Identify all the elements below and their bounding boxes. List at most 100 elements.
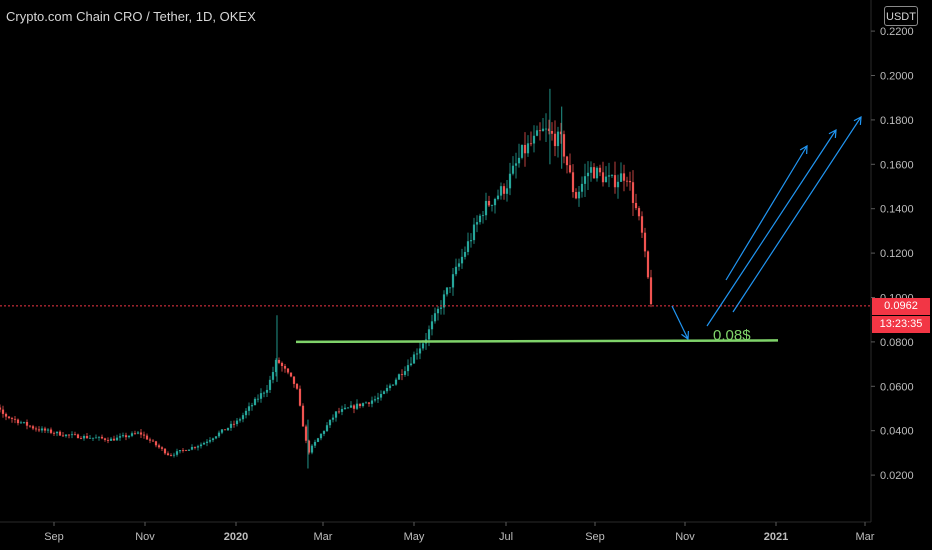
candlestick-series — [0, 88, 653, 469]
candle-body — [634, 202, 638, 209]
candle-body — [559, 131, 563, 135]
candle-body — [505, 188, 509, 194]
candle-body — [457, 263, 461, 267]
candle-body — [616, 181, 620, 188]
candle-body — [256, 398, 260, 400]
candle-body — [67, 434, 71, 436]
candle-body — [133, 433, 137, 435]
candle-body — [250, 405, 254, 407]
candle-body — [298, 388, 302, 406]
candle-body — [556, 131, 560, 147]
candle-body — [643, 232, 647, 252]
candle-body — [205, 441, 209, 443]
candle-body — [217, 432, 221, 437]
candle-body — [586, 172, 590, 177]
candle-body — [562, 134, 566, 157]
candle-body — [121, 435, 125, 437]
candle-body — [397, 374, 401, 380]
candle-body — [340, 409, 344, 412]
time-tick-label: Mar — [314, 531, 333, 543]
arrow-head — [853, 115, 862, 126]
candle-body — [34, 428, 38, 430]
candle-body — [493, 199, 497, 206]
candle-body — [22, 421, 26, 423]
candle-body — [85, 435, 89, 439]
candle-body — [475, 222, 479, 225]
candle-body — [502, 186, 506, 194]
candle-body — [577, 191, 581, 199]
candle-body — [499, 186, 503, 196]
candle-body — [631, 182, 635, 203]
candle-body — [541, 128, 545, 131]
candle-body — [286, 368, 290, 373]
candle-body — [649, 277, 653, 305]
candle-body — [37, 429, 41, 431]
arrow-head — [828, 128, 837, 139]
last-price-tag: 0.0962 — [872, 297, 930, 315]
candle-body — [484, 200, 488, 216]
candle-body — [115, 437, 119, 441]
candle-body — [601, 172, 605, 183]
candle-body — [193, 447, 197, 448]
candle-body — [316, 438, 320, 442]
projection-arrow — [725, 145, 808, 281]
candle-body — [565, 156, 569, 166]
candle-body — [292, 376, 296, 384]
candle-body — [364, 402, 368, 404]
candle-body — [466, 241, 470, 252]
candle-body — [607, 175, 611, 177]
candle-body — [19, 422, 23, 424]
time-tick-label: Sep — [585, 531, 605, 543]
candle-body — [490, 205, 494, 206]
candle-body — [244, 410, 248, 416]
candle-body — [16, 419, 20, 424]
candle-body — [118, 436, 122, 438]
candle-body — [445, 287, 449, 295]
candle-body — [496, 195, 500, 200]
candle-body — [349, 405, 353, 408]
candle-body — [13, 418, 17, 420]
candle-body — [73, 434, 77, 436]
candle-body — [613, 175, 617, 188]
candle-body — [238, 419, 242, 421]
candle-body — [187, 449, 191, 451]
candle-body — [382, 391, 386, 394]
candle-body — [508, 173, 512, 189]
candle-body — [361, 403, 365, 407]
price-axis[interactable]: 0.02000.04000.06000.08000.10000.12000.14… — [871, 26, 914, 482]
candle-body — [334, 411, 338, 418]
candle-body — [343, 407, 347, 410]
price-tick-label: 0.1200 — [880, 248, 914, 260]
candle-body — [532, 135, 536, 144]
candle-body — [511, 165, 515, 174]
candle-body — [40, 428, 44, 431]
price-tick-label: 0.0800 — [880, 337, 914, 349]
candle-body — [337, 411, 341, 413]
candle-body — [64, 434, 68, 437]
candle-body — [520, 144, 524, 158]
candle-body — [376, 397, 380, 400]
candle-body — [175, 451, 179, 455]
candle-body — [421, 343, 425, 349]
candle-body — [172, 454, 176, 456]
candle-body — [61, 435, 65, 437]
time-tick-label: 2021 — [764, 531, 788, 543]
candle-body — [598, 167, 602, 173]
candle-body — [571, 172, 575, 193]
candle-body — [70, 434, 74, 436]
candle-body — [394, 379, 398, 385]
candle-body — [487, 200, 491, 206]
price-tick-label: 0.2000 — [880, 71, 914, 83]
time-tick-label: May — [404, 531, 425, 543]
candle-body — [400, 374, 404, 376]
candle-body — [43, 428, 47, 431]
candle-body — [55, 431, 59, 434]
support-annotation: 0.08$ — [713, 327, 751, 344]
candle-body — [190, 447, 194, 450]
time-axis[interactable]: Sep Nov 2020 Mar May Jul Sep Nov 2021 Mar — [0, 521, 875, 543]
candle-body — [157, 445, 161, 448]
projection-arrow — [732, 116, 862, 313]
currency-button[interactable]: USDT — [884, 6, 918, 26]
candle-body — [646, 251, 650, 278]
